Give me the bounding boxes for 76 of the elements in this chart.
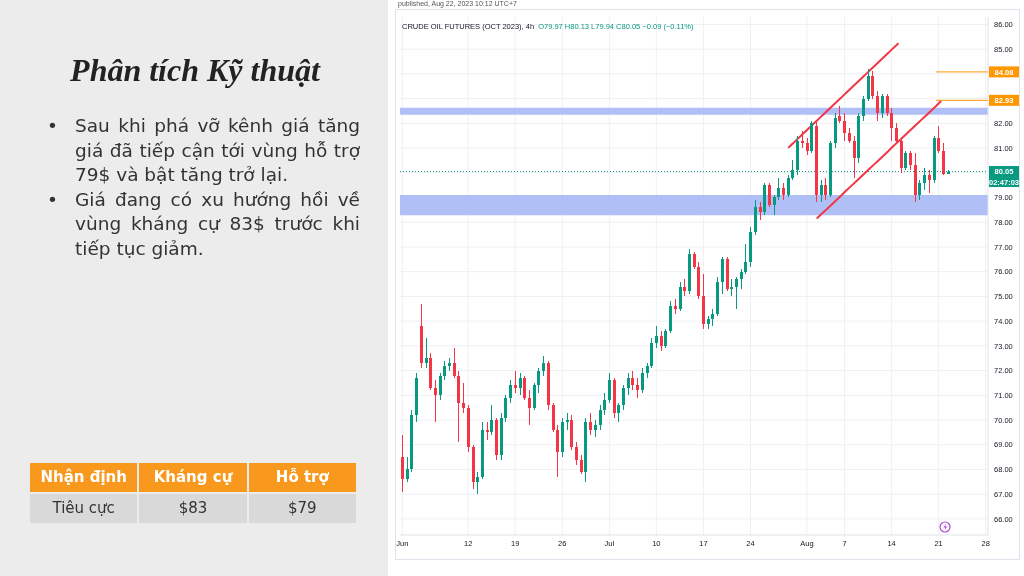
table-header-cell: Nhận định xyxy=(30,463,138,492)
candlestick xyxy=(509,379,512,404)
candlestick xyxy=(617,402,620,423)
candlestick xyxy=(904,150,907,171)
candlestick xyxy=(679,281,682,312)
candlestick xyxy=(608,372,611,404)
text: • Sau khi phá vỡ kênh giá tăng giá đã tiếp cận tới vùng hỗ trợ 79$ và bật tăng trở lại. xyxy=(47,114,360,185)
candlestick xyxy=(519,372,522,396)
candlestick xyxy=(824,177,827,201)
candlestick xyxy=(777,177,780,201)
candlestick xyxy=(533,382,536,411)
candlestick xyxy=(744,243,747,275)
candlestick xyxy=(867,68,870,102)
candlestick xyxy=(599,404,602,431)
category-label: Nhận định xyxy=(40,468,127,486)
candlestick xyxy=(434,379,437,423)
candlestick xyxy=(820,179,823,203)
table-cell: $83 xyxy=(139,494,247,523)
candlestick xyxy=(655,325,658,349)
candlestick xyxy=(537,367,540,394)
category-label: Hỗ trợ xyxy=(275,468,329,486)
candlestick xyxy=(787,174,790,198)
candlestick xyxy=(439,372,442,401)
candlestick xyxy=(937,125,940,154)
candlestick xyxy=(918,179,921,201)
candlestick xyxy=(462,382,465,414)
candlestick xyxy=(401,434,404,493)
candlestick xyxy=(636,377,639,399)
candlestick xyxy=(622,384,625,411)
candlestick xyxy=(425,337,428,369)
candlestick xyxy=(490,404,493,436)
candlestick xyxy=(641,367,644,394)
candlestick xyxy=(575,441,578,466)
line-series xyxy=(816,100,942,220)
candlestick xyxy=(942,142,945,176)
candlestick xyxy=(476,471,479,495)
candlestick xyxy=(523,375,526,401)
table-header-cell: Kháng cự xyxy=(139,463,247,492)
candlestick xyxy=(542,355,545,377)
candlestick xyxy=(862,95,865,122)
candlestick xyxy=(740,268,743,290)
candlestick xyxy=(881,93,884,119)
candlestick xyxy=(871,70,874,100)
candlestick xyxy=(589,412,592,436)
candlestick xyxy=(773,194,776,216)
table-header-cell: Hỗ trợ xyxy=(248,463,356,492)
candlestick xyxy=(886,93,889,117)
candlestick xyxy=(453,347,456,379)
candlestick xyxy=(660,330,663,352)
candlestick xyxy=(528,389,531,426)
candlestick xyxy=(664,328,667,349)
candlestick xyxy=(928,169,931,194)
candlestick xyxy=(721,256,724,295)
candlestick xyxy=(909,150,912,171)
candlestick xyxy=(876,90,879,122)
candlestick xyxy=(735,276,738,310)
candlestick xyxy=(504,394,507,423)
candlestick xyxy=(443,360,446,381)
category-label: Kháng cự xyxy=(153,468,233,486)
candlestick xyxy=(890,107,893,142)
candlestick xyxy=(556,424,559,478)
table-cell: $79 xyxy=(248,494,356,523)
table-cell: Tiêu cực xyxy=(30,494,138,523)
candlestick xyxy=(843,112,846,142)
candlestick xyxy=(603,392,606,416)
candlestick xyxy=(406,456,409,483)
candlestick xyxy=(631,370,634,391)
candlestick xyxy=(514,370,517,394)
candlestick xyxy=(853,135,856,179)
candlestick xyxy=(627,372,630,396)
text: Phân tích Kỹ thuật xyxy=(70,52,320,88)
candlestick xyxy=(580,454,583,475)
candlestick xyxy=(650,337,653,369)
candlestick xyxy=(768,182,771,208)
candlestick xyxy=(895,122,898,144)
text: • Giá đang có xu hướng hồi về vùng kháng cự 83$ trước khi tiếp tục giảm. xyxy=(47,187,360,259)
